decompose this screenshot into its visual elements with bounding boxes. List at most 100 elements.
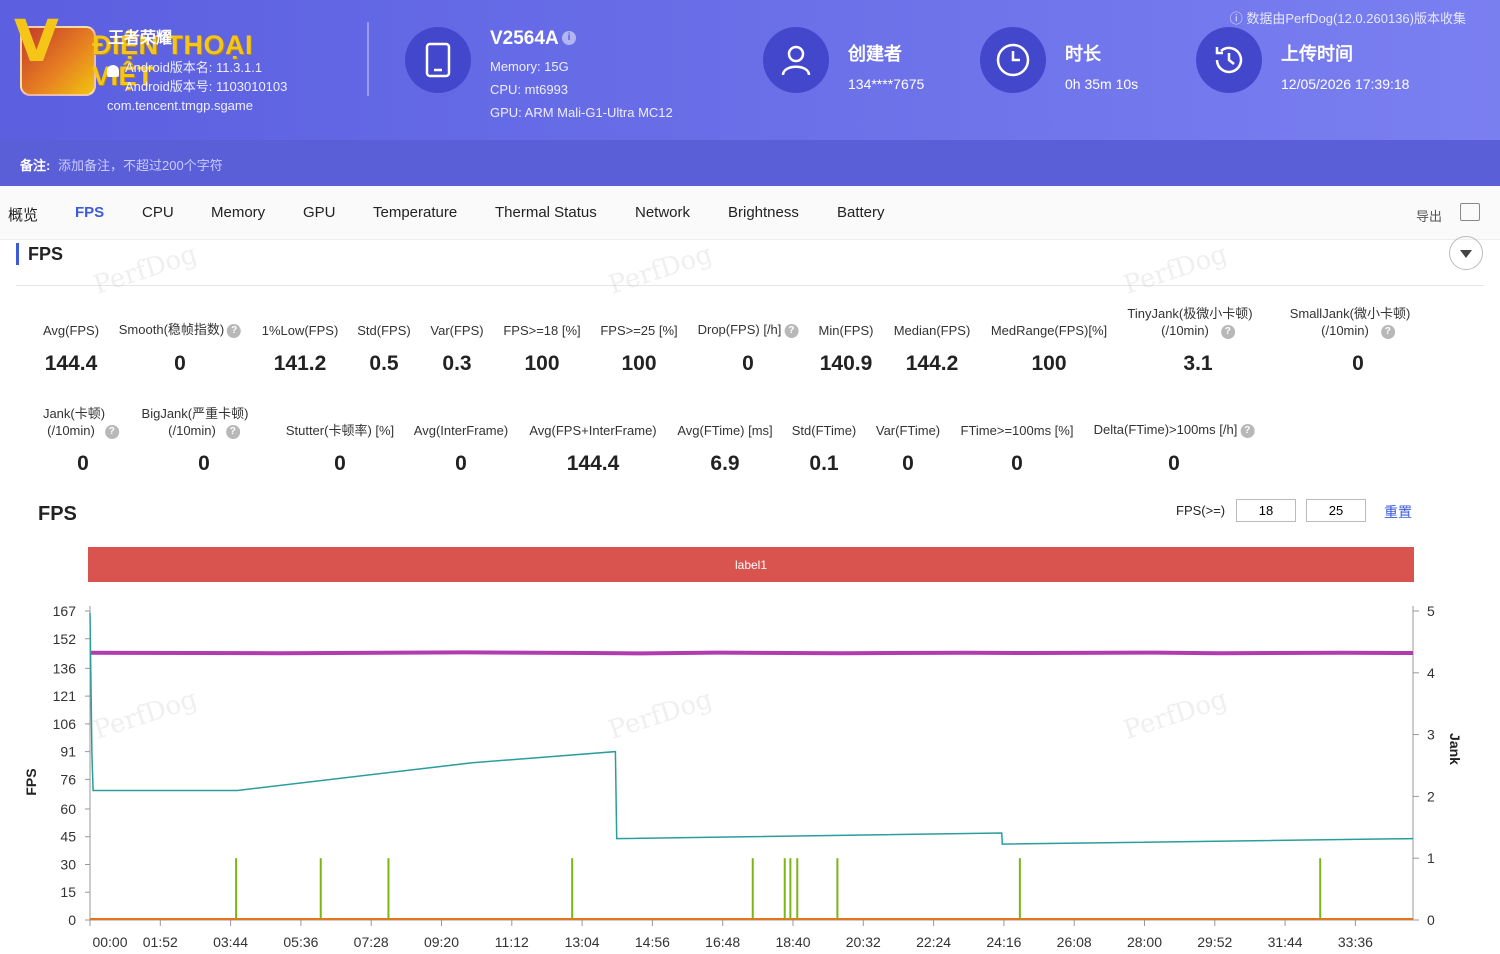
metric-label: (/10min)? <box>47 422 119 439</box>
app-name: 王者荣耀 <box>108 30 173 47</box>
device-model: V2564A <box>490 28 559 49</box>
metric-value: 140.9 <box>819 352 873 375</box>
tab-brightness[interactable]: Brightness <box>728 204 799 221</box>
metric-label: Drop(FPS) [/h]? <box>698 321 799 338</box>
device-cpu: CPU: mt6993 <box>490 82 569 97</box>
label-band <box>88 547 1414 582</box>
device-info-icon[interactable]: i <box>562 31 576 45</box>
x-tick-label: 22:24 <box>916 934 951 950</box>
tab-cpu[interactable]: CPU <box>142 204 174 221</box>
watermark-logo-mark: V <box>14 7 59 75</box>
help-icon[interactable]: ? <box>1240 423 1255 438</box>
export-icon[interactable] <box>1460 203 1480 221</box>
tab-gpu[interactable]: GPU <box>303 204 336 221</box>
y-tick-label: 167 <box>53 603 77 619</box>
x-tick-label: 31:44 <box>1268 934 1303 950</box>
label-band-text: label1 <box>735 558 767 572</box>
metric-value: 0.5 <box>369 352 399 375</box>
game-app-icon <box>20 26 96 96</box>
x-tick-label: 16:48 <box>705 934 740 950</box>
metric-label-text: (/10min) <box>1161 323 1209 338</box>
metric-label: Avg(FPS) <box>42 323 100 338</box>
x-tick-label: 11:12 <box>495 934 529 950</box>
tab-overview[interactable]: 概览 <box>8 207 39 224</box>
chart-plot <box>89 612 1414 920</box>
fps-threshold-input-2[interactable] <box>1306 499 1366 522</box>
y-tick-label: 30 <box>60 856 76 872</box>
x-tick-label: 01:52 <box>143 934 178 950</box>
tab-battery[interactable]: Battery <box>837 204 885 221</box>
help-icon[interactable]: ? <box>225 424 240 439</box>
metric-label: (/10min)? <box>168 422 240 439</box>
x-tick-label: 07:28 <box>354 934 389 950</box>
metric-value: 100 <box>1031 352 1067 375</box>
metric-value: 0 <box>174 352 186 375</box>
app-package: com.tencent.tmgp.sgame <box>107 98 253 113</box>
tab-memory[interactable]: Memory <box>211 204 266 221</box>
x-tick-label: 18:40 <box>775 934 810 950</box>
clock-icon <box>980 27 1046 93</box>
metric-value: 0.1 <box>809 452 839 475</box>
metric-label: Median(FPS) <box>893 323 971 338</box>
fps-threshold-input-1[interactable] <box>1236 499 1296 522</box>
device-gpu: GPU: ARM Mali-G1-Ultra MC12 <box>490 105 673 120</box>
metric-label: Stutter(卡顿率) [%] <box>285 423 395 438</box>
note-input[interactable]: 添加备注，不超过200个字符 <box>58 158 223 173</box>
metric-value: 0 <box>902 452 914 475</box>
y2-tick-label: 0 <box>1427 912 1435 928</box>
help-icon[interactable]: ? <box>784 323 799 338</box>
metric-label-text: Smooth(稳帧指数) <box>118 322 225 337</box>
metric-label: Smooth(稳帧指数)? <box>118 321 242 338</box>
metric-label: BigJank(严重卡顿) <box>141 406 249 421</box>
help-icon[interactable]: ? <box>227 323 242 338</box>
metric-label-text: Delta(FTime)>100ms [/h] <box>1093 422 1238 437</box>
y-tick-label: 0 <box>68 912 76 928</box>
perfdog-watermark: PerfDog <box>89 239 201 301</box>
y2-axis-label: Jank <box>1447 733 1463 765</box>
history-icon <box>1196 27 1262 93</box>
metric-label-text: (/10min) <box>47 423 95 438</box>
metric-value: 144.4 <box>44 352 98 375</box>
metric-label: Avg(FPS+InterFrame) <box>529 423 657 438</box>
metric-value: 0 <box>1011 452 1023 475</box>
y2-tick-label: 3 <box>1427 727 1435 743</box>
metric-label: Std(FPS) <box>357 323 411 338</box>
help-icon[interactable]: ? <box>104 424 119 439</box>
help-icon[interactable]: ? <box>1380 324 1395 339</box>
y2-tick-label: 1 <box>1427 850 1435 866</box>
help-icon[interactable]: ? <box>1220 324 1235 339</box>
fps-chart: label1 015304560769110612113615216701234… <box>23 547 1463 950</box>
tab-thermal-status[interactable]: Thermal Status <box>495 204 597 221</box>
tab-bar: 概览 FPS CPU Memory GPU Temperature Therma… <box>0 186 1500 240</box>
metric-label: Var(FPS) <box>430 323 484 338</box>
y-tick-label: 91 <box>60 744 76 760</box>
export-button[interactable]: 导出 <box>1415 209 1442 224</box>
tab-network[interactable]: Network <box>635 204 691 221</box>
metric-label: FPS>=18 [%] <box>503 323 581 338</box>
tab-fps[interactable]: FPS <box>75 204 105 221</box>
y2-tick-label: 4 <box>1427 665 1435 681</box>
metric-value: 0 <box>77 452 89 475</box>
collapse-button[interactable] <box>1449 236 1483 270</box>
watermark-logo: V ĐIỆN THOẠI VIỆT <box>14 7 314 91</box>
reset-button[interactable]: 重置 <box>1384 504 1412 520</box>
x-tick-label: 24:16 <box>986 934 1021 950</box>
metric-label: SmallJank(微小卡顿) <box>1289 306 1411 321</box>
metric-label: Jank(卡顿) <box>42 406 106 421</box>
creator-label: 创建者 <box>848 44 902 64</box>
metric-label: FPS>=25 [%] <box>600 323 678 338</box>
tab-temperature[interactable]: Temperature <box>373 204 458 221</box>
device-memory: Memory: 15G <box>490 59 569 74</box>
y-tick-label: 121 <box>53 688 77 704</box>
perfdog-watermark: PerfDog <box>604 239 716 301</box>
x-tick-label: 29:52 <box>1197 934 1232 950</box>
metric-label: MedRange(FPS)[%] <box>990 323 1108 338</box>
y-tick-label: 45 <box>60 829 76 845</box>
metric-value: 144.4 <box>566 452 620 475</box>
section-title: FPS <box>16 243 63 265</box>
chart-title: FPS <box>38 503 77 525</box>
metric-value: 0 <box>742 352 754 375</box>
x-tick-label: 13:04 <box>565 934 600 950</box>
x-tick-label: 26:08 <box>1057 934 1092 950</box>
